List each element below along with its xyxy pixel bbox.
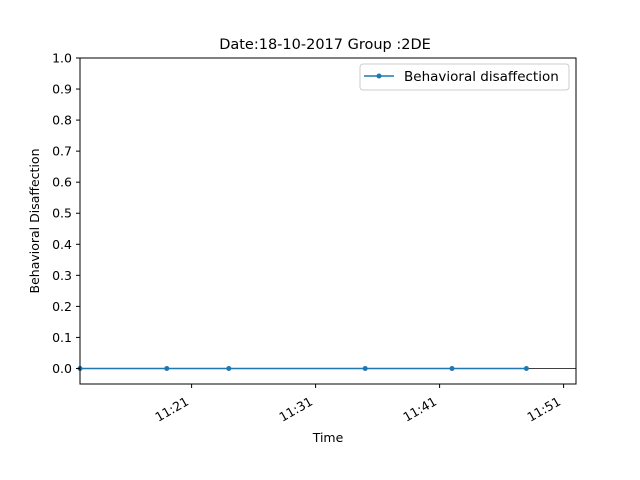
y-tick-label: 0.3 — [52, 268, 72, 283]
data-point — [164, 365, 170, 371]
y-tick-label: 0.0 — [52, 361, 72, 376]
y-tick-label: 0.2 — [52, 299, 72, 314]
legend-marker-sample — [376, 73, 382, 79]
y-tick-label: 0.1 — [52, 330, 72, 345]
data-point — [523, 365, 529, 371]
legend-label: Behavioral disaffection — [404, 69, 559, 85]
y-tick-label: 0.6 — [52, 175, 72, 190]
legend: Behavioral disaffection — [359, 63, 570, 91]
plot-area — [77, 57, 577, 385]
plot-frame — [79, 57, 577, 385]
data-point — [226, 365, 232, 371]
y-tick-label: 0.7 — [52, 144, 72, 159]
data-point — [449, 365, 455, 371]
y-tick-label: 0.9 — [52, 82, 72, 97]
y-axis: 0.0 0.1 0.2 0.3 0.4 0.5 0.6 0.7 0.8 0.9 1.0 — [52, 51, 80, 376]
data-point — [362, 365, 368, 371]
y-axis-label: Behavioral Disaffection — [27, 148, 42, 293]
y-tick-label: 1.0 — [52, 51, 72, 66]
plot-background — [80, 58, 576, 384]
y-tick-label: 0.5 — [52, 206, 72, 221]
y-tick-label: 0.8 — [52, 113, 72, 128]
legend-box — [359, 63, 570, 91]
x-axis-label: Time — [312, 430, 344, 445]
chart-title: Date:18-10-2017 Group :2DE — [219, 37, 431, 53]
y-tick-label: 0.4 — [52, 237, 72, 252]
